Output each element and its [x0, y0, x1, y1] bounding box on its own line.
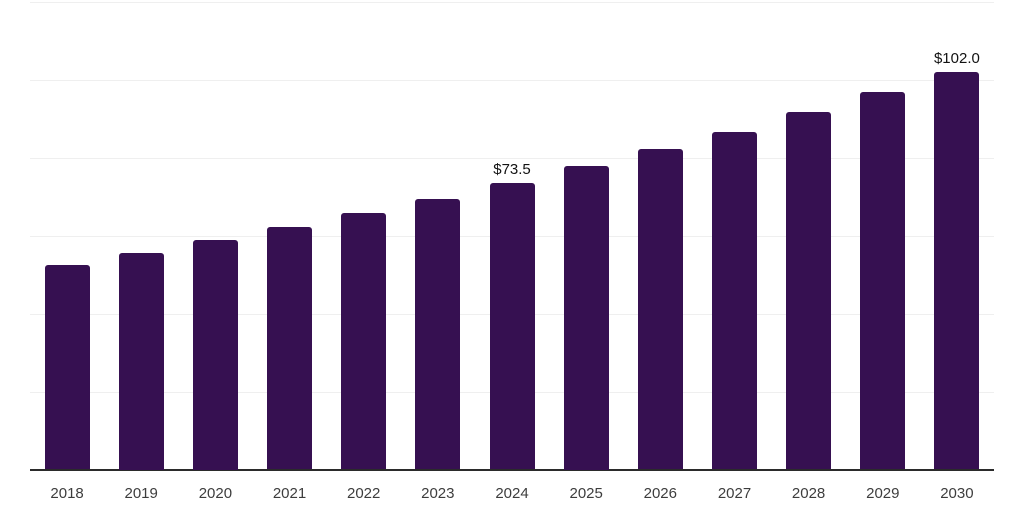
- gridline-120: [30, 2, 994, 3]
- x-axis-label-2030: 2030: [940, 485, 974, 502]
- bar-2024: [489, 183, 535, 470]
- bar-2018: [44, 265, 90, 470]
- bar-2029: [860, 92, 906, 470]
- bar-2020: [192, 240, 238, 470]
- x-axis-label-2021: 2021: [272, 485, 307, 502]
- gridline-100: [30, 79, 994, 81]
- x-axis-line: [30, 469, 994, 471]
- bar-2030: [934, 72, 980, 470]
- bar-2026: [637, 149, 683, 470]
- data-label-2024: $73.5: [493, 161, 531, 179]
- bar-2023: [415, 199, 461, 470]
- x-axis-label-2026: 2026: [643, 485, 677, 502]
- x-axis-label-2028: 2028: [791, 485, 826, 502]
- x-axis-label-2022: 2022: [347, 485, 381, 502]
- x-axis-label-2019: 2019: [124, 485, 158, 502]
- bar-2027: [712, 131, 757, 470]
- x-axis-label-2023: 2023: [421, 485, 455, 502]
- data-label-2030: $102.0: [933, 50, 980, 68]
- x-axis-label-2025: 2025: [569, 485, 603, 502]
- bar-2028: [786, 112, 832, 470]
- bar-2019: [118, 252, 164, 470]
- x-axis-label-2029: 2029: [866, 485, 900, 502]
- gridline-80: [30, 157, 994, 159]
- x-axis-label-2020: 2020: [198, 485, 233, 502]
- bar-2022: [341, 213, 387, 470]
- x-axis-label-2018: 2018: [50, 485, 84, 502]
- bar-2025: [563, 166, 609, 470]
- x-axis-label-2027: 2027: [717, 485, 752, 502]
- x-axis-label-2024: 2024: [495, 485, 529, 502]
- bar-2021: [267, 226, 312, 470]
